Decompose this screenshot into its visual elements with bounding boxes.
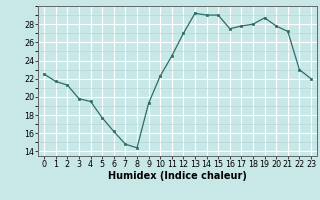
X-axis label: Humidex (Indice chaleur): Humidex (Indice chaleur) <box>108 171 247 181</box>
